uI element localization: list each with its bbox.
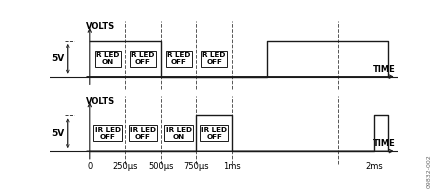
Text: VOLTS: VOLTS	[85, 97, 115, 106]
Text: 0: 0	[87, 162, 92, 171]
Text: IR LED
ON: IR LED ON	[165, 127, 191, 140]
Text: R LED
ON: R LED ON	[95, 52, 119, 65]
Text: 750μs: 750μs	[183, 162, 209, 171]
Text: R LED
OFF: R LED OFF	[131, 52, 155, 65]
Text: IR LED
OFF: IR LED OFF	[130, 127, 156, 140]
Text: R LED
OFF: R LED OFF	[167, 52, 190, 65]
Text: 2ms: 2ms	[364, 162, 382, 171]
Text: VOLTS: VOLTS	[85, 23, 115, 31]
Text: IR LED
OFF: IR LED OFF	[94, 127, 120, 140]
Text: 5V: 5V	[51, 129, 65, 138]
Text: IR LED
OFF: IR LED OFF	[201, 127, 227, 140]
Text: TIME: TIME	[372, 139, 394, 148]
Text: 500μs: 500μs	[148, 162, 173, 171]
Text: 250μs: 250μs	[112, 162, 138, 171]
Text: 09832-002: 09832-002	[426, 154, 431, 188]
Text: R LED
OFF: R LED OFF	[202, 52, 225, 65]
Text: TIME: TIME	[372, 65, 394, 74]
Text: 5V: 5V	[51, 54, 65, 63]
Text: 1ms: 1ms	[223, 162, 240, 171]
